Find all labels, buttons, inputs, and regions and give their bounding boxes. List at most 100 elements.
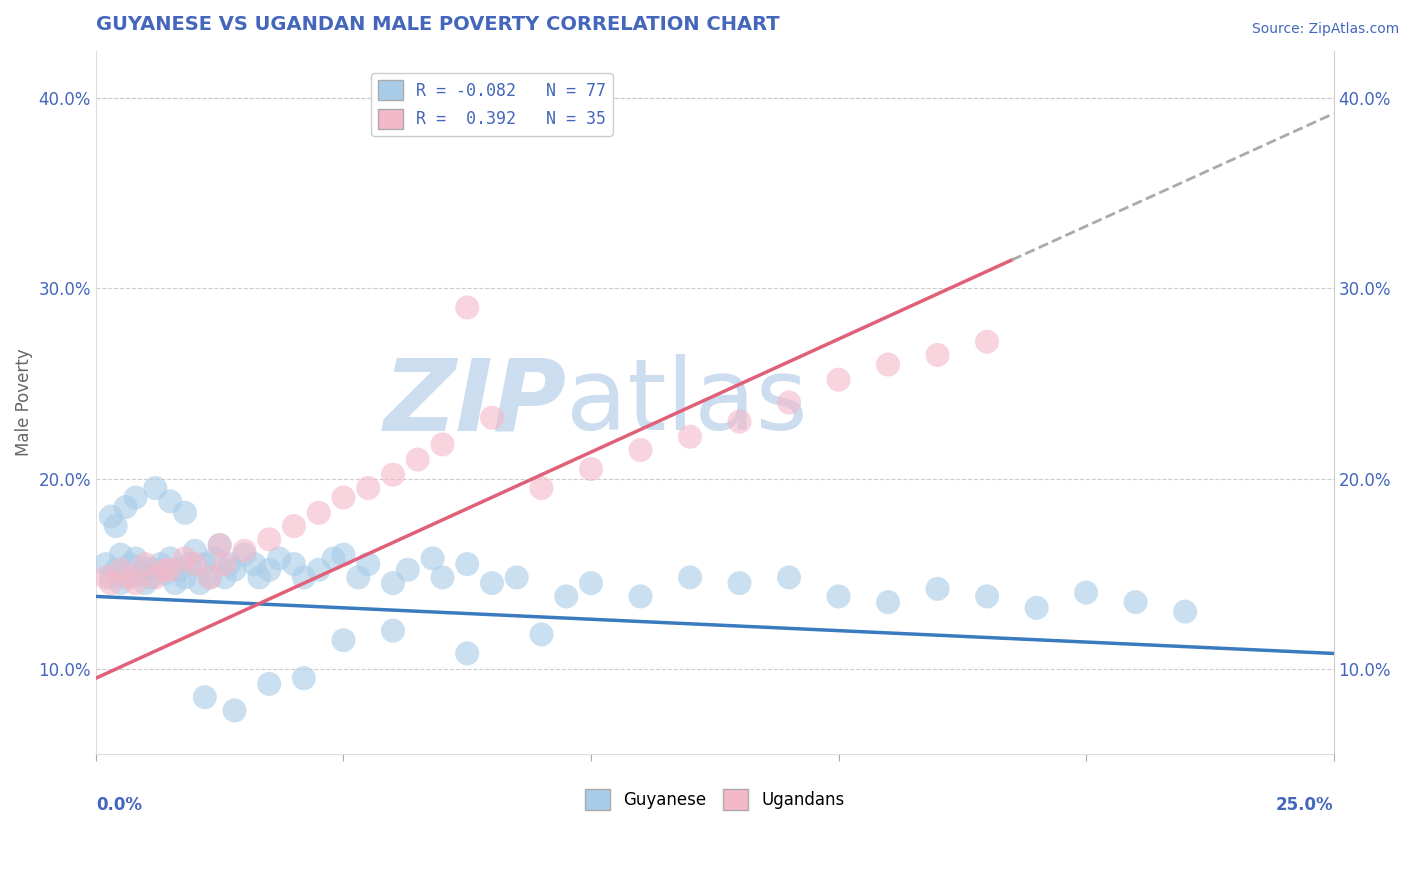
Point (322, 551, 344, 566)
Point (257, 677, 280, 691)
Point (100, 570, 122, 584)
Point (422, 551, 444, 566)
Point (630, 443, 652, 458)
Point (728, 415, 751, 429)
Point (208, 538, 231, 552)
Point (184, 557, 207, 571)
Point (143, 481, 166, 495)
Y-axis label: Male Poverty: Male Poverty (15, 349, 32, 457)
Point (283, 557, 305, 571)
Text: 25.0%: 25.0% (1277, 797, 1334, 814)
Point (506, 570, 529, 584)
Point (308, 506, 330, 520)
Point (456, 301, 478, 315)
Point (530, 481, 553, 495)
Point (381, 576, 404, 591)
Point (124, 576, 146, 591)
Point (104, 563, 127, 577)
Point (357, 481, 380, 495)
Point (143, 570, 166, 584)
Point (104, 519, 127, 533)
Point (679, 430, 702, 444)
Legend: Guyanese, Ugandans: Guyanese, Ugandans (578, 782, 851, 816)
Point (110, 576, 132, 591)
Point (308, 563, 330, 577)
Point (927, 348, 949, 362)
Point (927, 582, 949, 596)
Point (129, 566, 152, 581)
Point (214, 557, 236, 571)
Point (188, 576, 211, 591)
Point (976, 334, 998, 349)
Point (114, 500, 136, 514)
Point (134, 557, 156, 571)
Point (159, 563, 181, 577)
Point (174, 506, 197, 520)
Point (194, 557, 217, 571)
Point (114, 570, 136, 584)
Point (174, 551, 197, 566)
Point (110, 548, 132, 562)
Point (257, 533, 280, 547)
Point (432, 570, 454, 584)
Point (100, 576, 122, 591)
Point (432, 437, 454, 451)
Point (1174, 605, 1197, 619)
Point (332, 548, 354, 562)
Point (530, 627, 553, 641)
Point (120, 570, 142, 584)
Point (224, 704, 246, 718)
Point (120, 557, 142, 571)
Point (224, 563, 246, 577)
Point (976, 590, 998, 604)
Point (124, 491, 146, 505)
Point (155, 566, 177, 581)
Point (679, 570, 702, 584)
Point (381, 467, 404, 482)
Point (827, 590, 849, 604)
Point (165, 576, 187, 591)
Text: GUYANESE VS UGANDAN MALE POVERTY CORRELATION CHART: GUYANESE VS UGANDAN MALE POVERTY CORRELA… (96, 15, 779, 34)
Text: Source: ZipAtlas.com: Source: ZipAtlas.com (1251, 22, 1399, 37)
Point (159, 551, 181, 566)
Point (233, 543, 256, 558)
Point (198, 570, 221, 584)
Text: atlas: atlas (567, 354, 808, 451)
Point (1074, 585, 1097, 599)
Point (877, 358, 900, 372)
Point (214, 570, 236, 584)
Point (381, 624, 404, 638)
Point (134, 576, 156, 591)
Text: ZIP: ZIP (384, 354, 567, 451)
Point (827, 373, 849, 387)
Point (174, 570, 197, 584)
Point (283, 519, 305, 533)
Point (159, 494, 181, 508)
Point (778, 570, 800, 584)
Point (204, 551, 226, 566)
Point (100, 509, 122, 524)
Point (1025, 600, 1047, 615)
Point (292, 570, 315, 584)
Point (169, 563, 191, 577)
Point (134, 561, 156, 575)
Point (208, 538, 231, 552)
Point (481, 576, 503, 591)
Point (184, 543, 207, 558)
Point (579, 462, 602, 476)
Point (179, 557, 201, 571)
Point (456, 557, 478, 571)
Point (110, 563, 132, 577)
Point (194, 690, 217, 705)
Point (218, 557, 240, 571)
Point (257, 563, 280, 577)
Point (877, 595, 900, 609)
Point (456, 647, 478, 661)
Point (481, 410, 503, 425)
Point (347, 570, 370, 584)
Point (406, 452, 429, 467)
Point (1125, 595, 1147, 609)
Point (94, 557, 117, 571)
Point (332, 491, 354, 505)
Point (94, 570, 117, 584)
